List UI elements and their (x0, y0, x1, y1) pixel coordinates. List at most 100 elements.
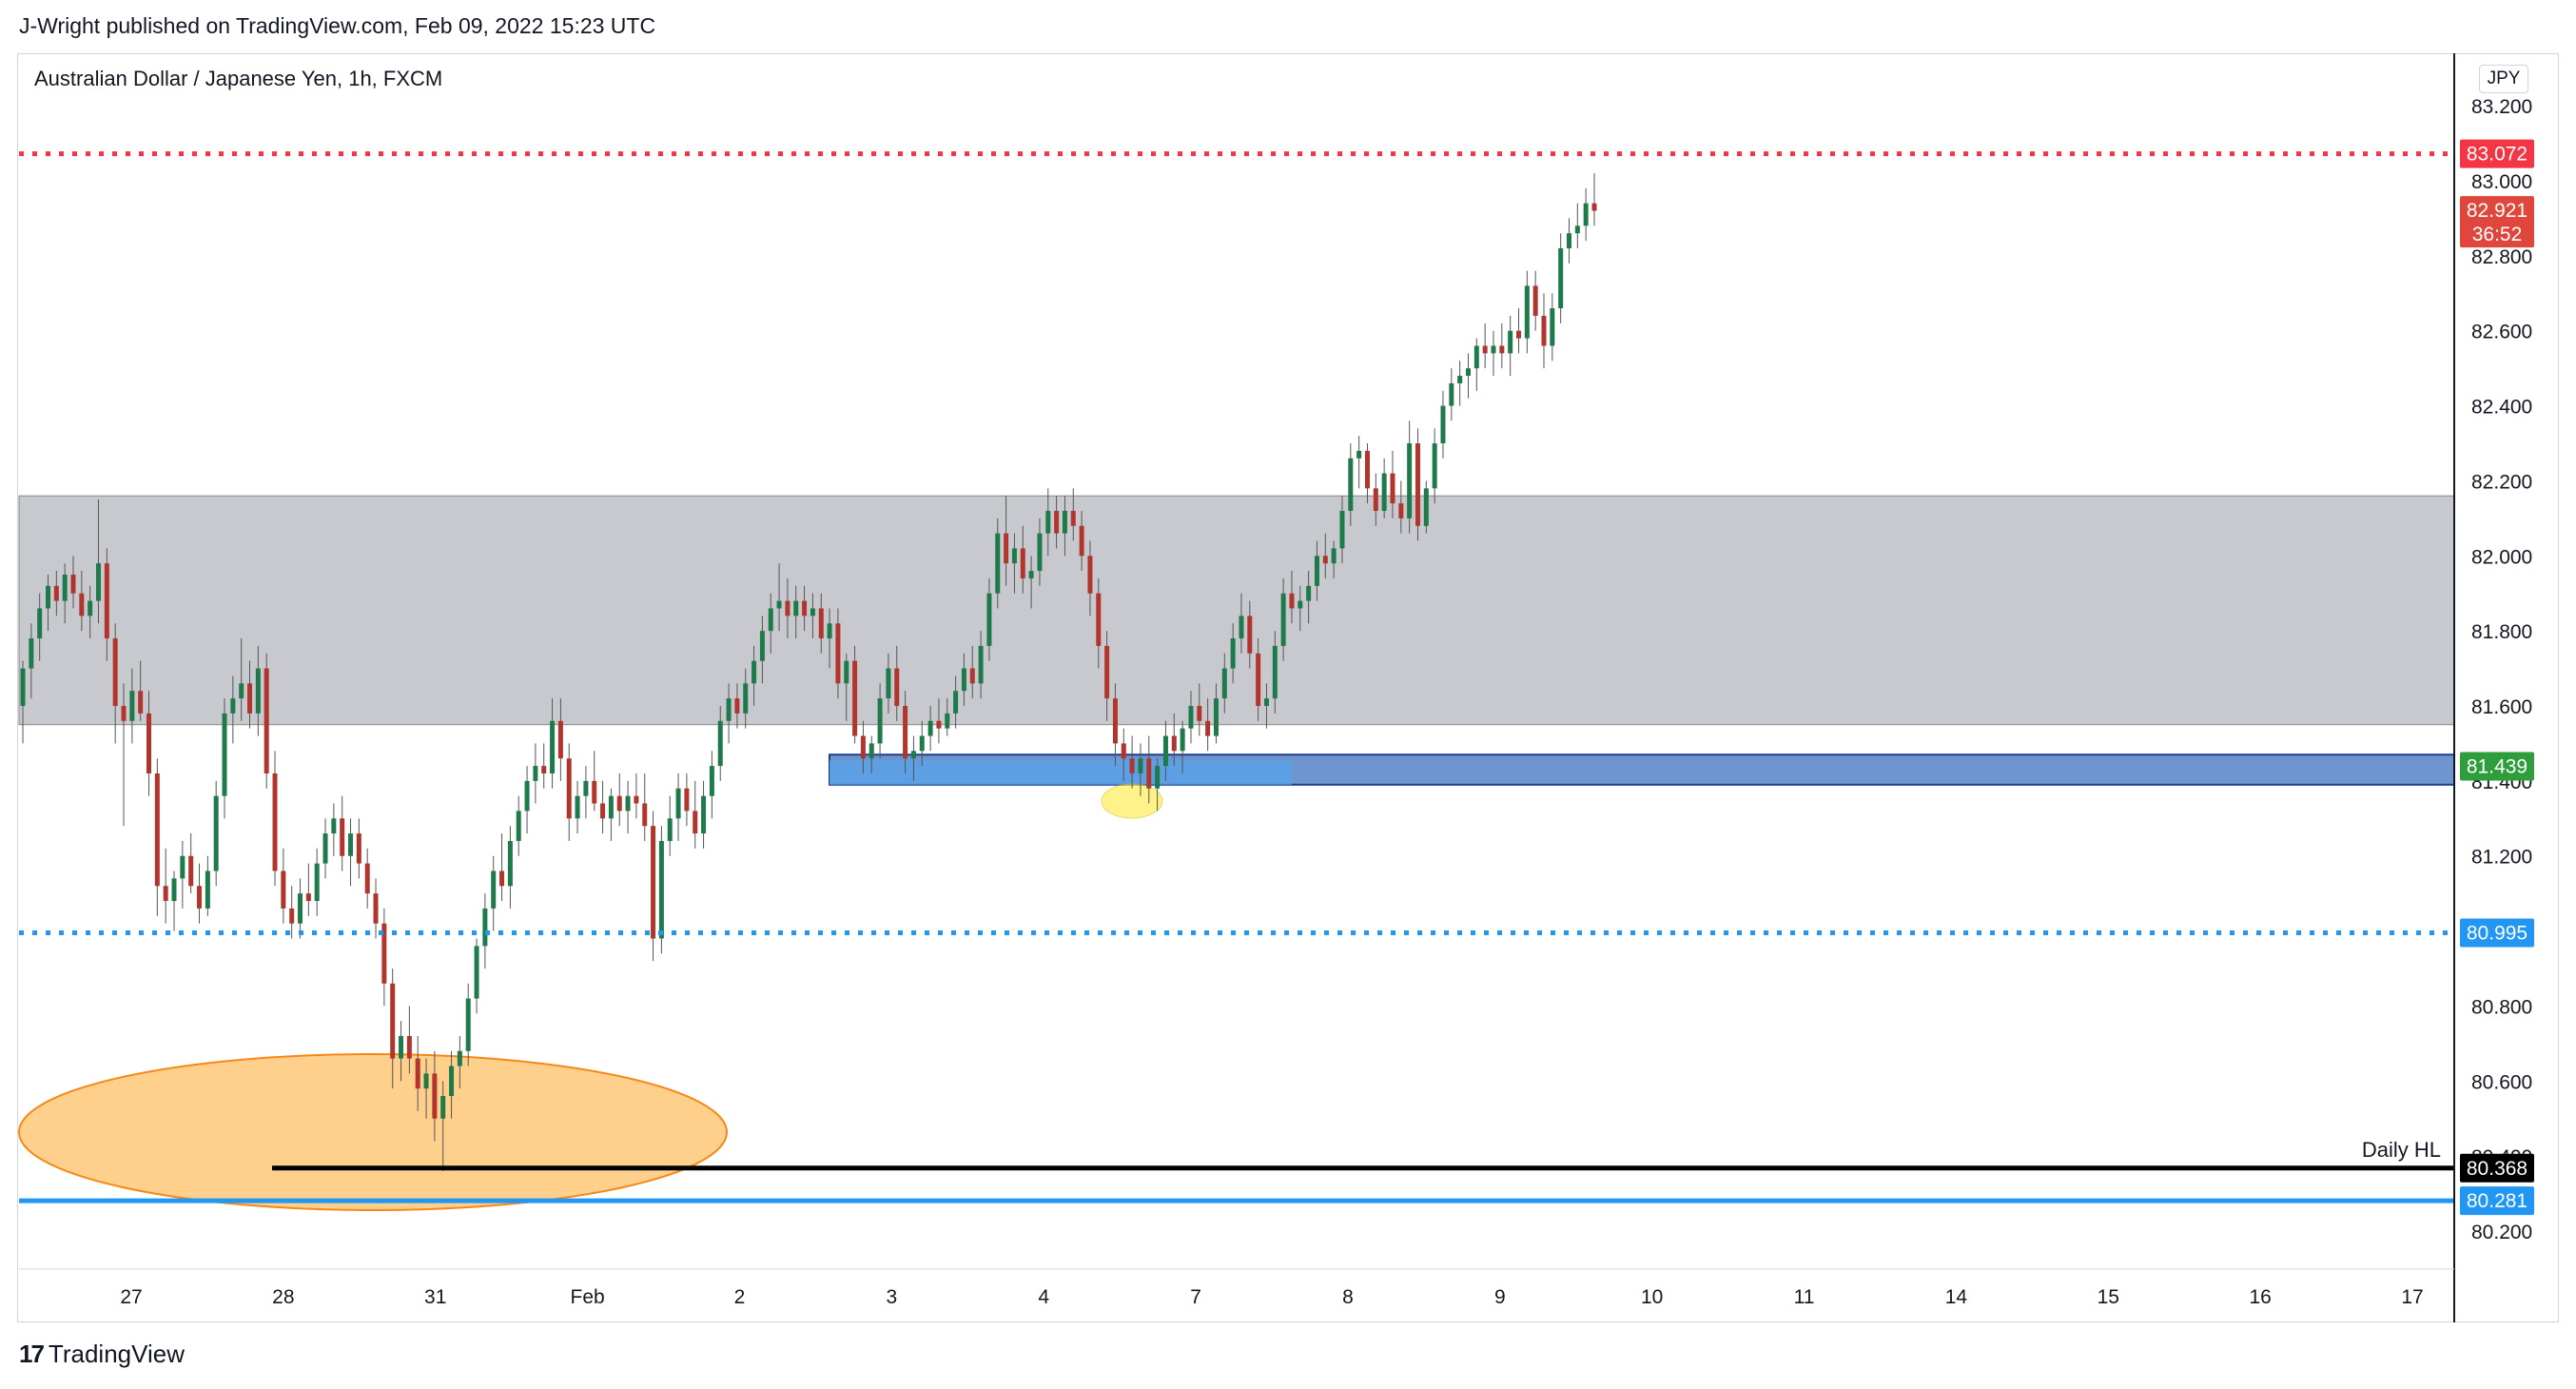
y-tick-label: 83.200 (2471, 96, 2532, 118)
candle-body (1138, 758, 1143, 773)
candle-body (1037, 533, 1043, 572)
candle (1028, 556, 1034, 609)
symbol-title[interactable]: Australian Dollar / Japanese Yen, 1h, FX… (34, 67, 443, 90)
candle-body (1591, 203, 1597, 211)
candle-body (701, 795, 707, 834)
candle-body (247, 683, 253, 714)
candle-body (314, 863, 320, 902)
candle (1205, 698, 1211, 752)
candle-body (675, 788, 681, 819)
candle (927, 706, 933, 752)
candle (440, 1081, 446, 1171)
candle-body (1532, 285, 1538, 316)
candle-body (953, 691, 959, 714)
candle (894, 645, 900, 721)
candle (1473, 338, 1479, 391)
candle (507, 826, 513, 909)
candle (533, 743, 538, 804)
candle (281, 848, 286, 924)
candle-body (995, 533, 1001, 594)
blue-solid-label: 80.281 (2467, 1190, 2527, 1212)
candle (415, 1035, 420, 1111)
candle-body (1087, 556, 1093, 594)
candle-body (903, 706, 908, 759)
candle (129, 668, 135, 744)
candle-body (1423, 488, 1429, 526)
candle (1247, 600, 1253, 669)
candle-body (868, 743, 874, 759)
candle-body (734, 698, 740, 714)
candle (1583, 187, 1589, 242)
y-tick-label: 82.800 (2471, 246, 2532, 268)
candle-body (188, 855, 194, 887)
candle-body (272, 773, 278, 871)
daily-hl-label: Daily HL (2362, 1138, 2441, 1162)
candle-body (936, 720, 942, 729)
candle (1280, 577, 1286, 661)
candle (1289, 571, 1295, 624)
candle (138, 660, 144, 721)
lines-layer: Daily HL (19, 151, 2454, 1203)
candle (112, 623, 118, 744)
candle (1499, 323, 1505, 369)
currency-selector[interactable]: JPY (2479, 65, 2528, 93)
candle-body (1524, 285, 1530, 339)
x-tick-label: 7 (1190, 1286, 1201, 1308)
candle-body (163, 886, 168, 902)
candle (1213, 683, 1219, 744)
candle (717, 706, 723, 781)
candle-body (88, 600, 93, 616)
candle-body (197, 886, 203, 909)
candle (751, 645, 757, 706)
candle-body (1121, 743, 1126, 759)
candle-body (1205, 720, 1211, 736)
candle-body (322, 833, 328, 864)
candle-body (457, 1050, 462, 1066)
candle-body (860, 735, 866, 759)
support-label: 81.439 (2467, 755, 2527, 777)
candle-body (709, 766, 714, 796)
candle (827, 608, 832, 669)
x-tick-label: 27 (120, 1286, 142, 1308)
candle (802, 585, 808, 632)
candle (331, 803, 337, 856)
candle (1079, 510, 1084, 572)
candle (1197, 683, 1202, 736)
x-tick-label: 4 (1038, 1286, 1049, 1308)
candle-body (1104, 645, 1110, 699)
candles-layer (20, 173, 1597, 1171)
candle-body (516, 811, 521, 841)
candle-body (440, 1096, 446, 1119)
candle (1112, 683, 1118, 767)
candle (903, 691, 908, 773)
candle-body (1197, 706, 1202, 721)
candle-body (1188, 706, 1194, 729)
candle (1381, 458, 1387, 518)
candle (1146, 735, 1152, 804)
candle (1239, 593, 1244, 654)
candle (1390, 450, 1395, 518)
zones-layer (18, 495, 2455, 786)
candle (222, 698, 227, 819)
candle-body (1298, 600, 1303, 609)
candle-body (1011, 548, 1017, 564)
candle-body (1364, 450, 1370, 489)
candle (1356, 436, 1362, 489)
candle (910, 735, 916, 781)
candle-body (356, 833, 361, 864)
candle-body (507, 840, 513, 887)
candle-body (255, 668, 261, 714)
candle-body (1515, 330, 1521, 339)
candle (1162, 720, 1168, 781)
candle (516, 795, 521, 856)
candle-body (1415, 443, 1420, 526)
candle (289, 886, 295, 939)
y-tick-label: 82.000 (2471, 546, 2532, 568)
candle (373, 878, 379, 939)
red-level-label-bg (2460, 139, 2534, 168)
candle-body (541, 766, 547, 773)
candle-body (129, 691, 135, 721)
candle (1011, 533, 1017, 594)
tradingview-logo[interactable]: 17 TradingView (19, 1340, 185, 1369)
